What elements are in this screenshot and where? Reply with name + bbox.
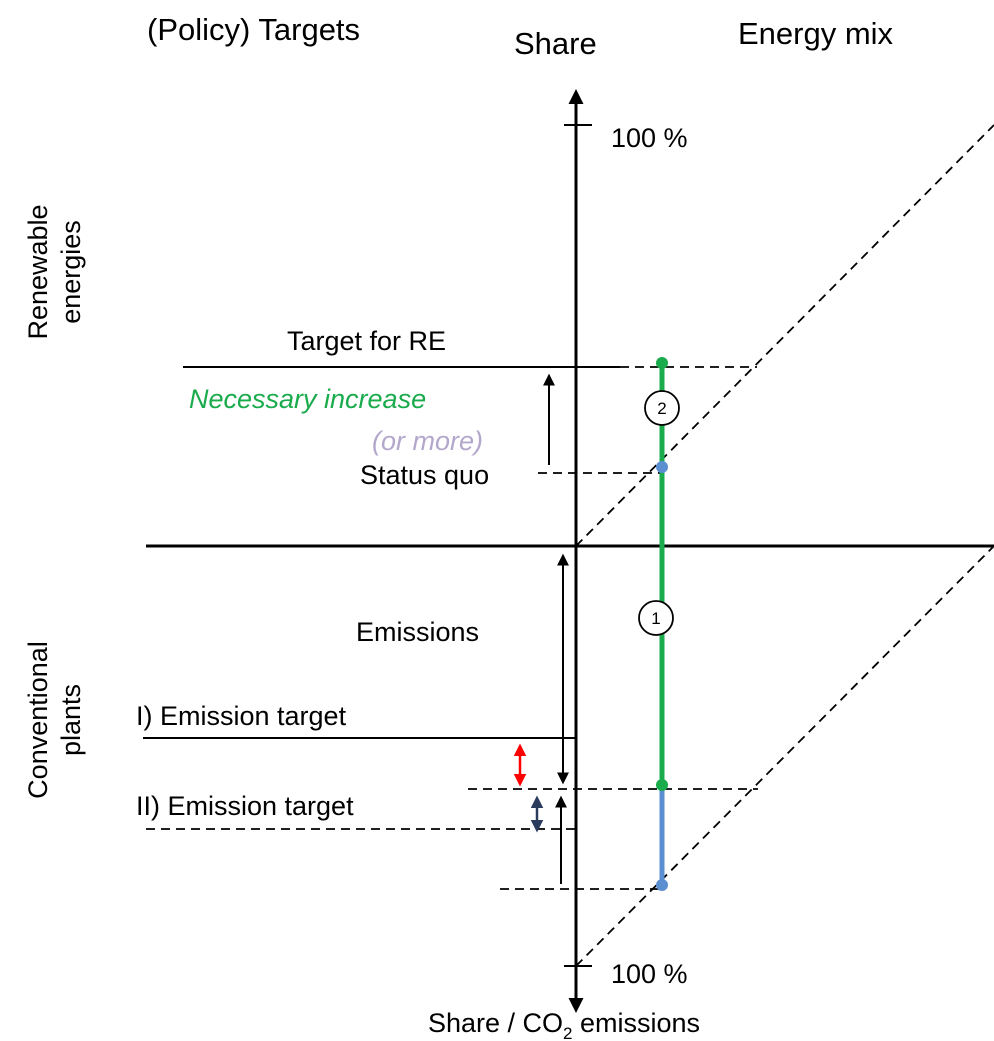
svg-text:Conventional: Conventional xyxy=(23,641,53,799)
bottom-tick-label: 100 % xyxy=(611,959,688,989)
energy-mix-header: Energy mix xyxy=(738,16,894,51)
svg-text:energies: energies xyxy=(56,220,86,324)
emission-target-2-label: II) Emission target xyxy=(136,791,354,821)
marker-one: 1 xyxy=(638,600,674,636)
bottom-axis-label: Share / CO2 emissions xyxy=(428,1008,700,1041)
policy-targets-header: (Policy) Targets xyxy=(147,12,360,47)
share-header: Share xyxy=(514,26,597,61)
upper-diagonal xyxy=(575,124,994,547)
lower-diagonal xyxy=(575,545,994,967)
emissions-label: Emissions xyxy=(356,617,479,647)
or-more-label: (or more) xyxy=(372,426,483,456)
emission-point xyxy=(656,779,668,791)
emission-target-1-label: I) Emission target xyxy=(136,701,347,731)
svg-text:Renewable: Renewable xyxy=(23,204,53,339)
marker-two: 2 xyxy=(644,390,680,426)
status-quo-point xyxy=(656,461,668,473)
renewable-energies-label: Renewable energies xyxy=(23,204,86,339)
status-quo-label: Status quo xyxy=(360,460,489,490)
re-target-point xyxy=(656,357,668,369)
status-quo-emission-point xyxy=(656,879,668,891)
necessary-increase-label: Necessary increase xyxy=(189,384,426,414)
svg-text:1: 1 xyxy=(651,609,660,628)
top-tick-label: 100 % xyxy=(611,123,688,153)
svg-text:2: 2 xyxy=(657,399,666,418)
svg-text:Share / CO2 emissions: Share / CO2 emissions xyxy=(428,1008,700,1041)
target-re-label: Target for RE xyxy=(287,326,446,356)
conventional-plants-label: Conventional plants xyxy=(23,641,86,799)
svg-text:plants: plants xyxy=(56,684,86,756)
